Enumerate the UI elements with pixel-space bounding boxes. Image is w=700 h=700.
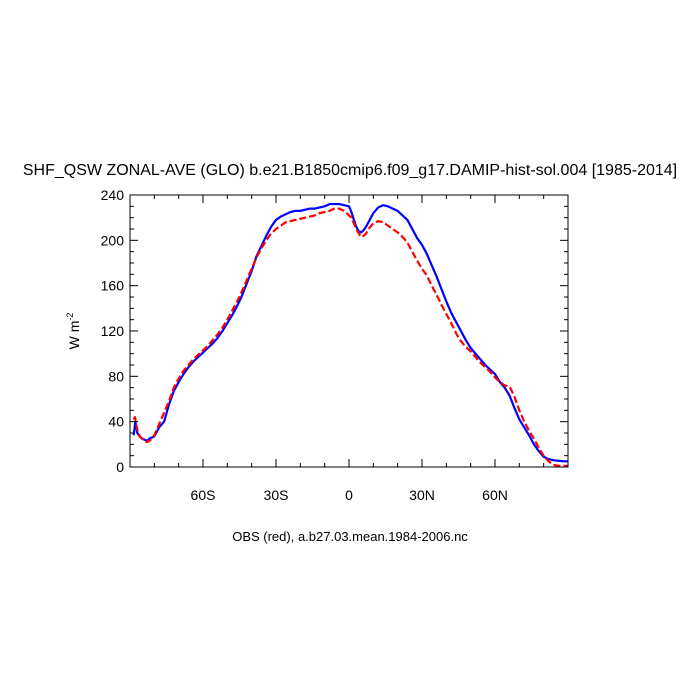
x-axis-label: OBS (red), a.b27.03.mean.1984-2006.nc	[232, 529, 468, 544]
series-line-1	[132, 202, 568, 463]
x-tick-label: 60N	[482, 487, 508, 503]
x-tick-label: 60S	[191, 487, 216, 503]
plot-frame	[129, 194, 569, 468]
x-tick-label: 30N	[409, 487, 435, 503]
y-tick-label: 240	[101, 187, 125, 203]
y-tick-label: 0	[116, 459, 124, 475]
y-axis-label-exponent: -2	[65, 313, 75, 321]
ticks-layer: 60S 30S 0 30N 60N 0 40 80 120 160 200 240	[101, 187, 568, 503]
x-tick-label: 30S	[264, 487, 289, 503]
y-tick-label: 200	[101, 232, 125, 248]
y-axis-label: W m-2	[65, 313, 82, 350]
series-layer	[132, 202, 568, 467]
y-tick-label: 120	[101, 323, 125, 339]
y-tick-label: 40	[108, 414, 124, 430]
chart-title: SHF_QSW ZONAL-AVE (GLO) b.e21.B1850cmip6…	[23, 162, 677, 179]
y-tick-label: 80	[108, 368, 124, 384]
y-axis-label-base: W m	[66, 321, 82, 350]
x-tick-label: 0	[345, 487, 353, 503]
y-tick-label: 160	[101, 278, 125, 294]
series-line-2	[132, 207, 568, 467]
